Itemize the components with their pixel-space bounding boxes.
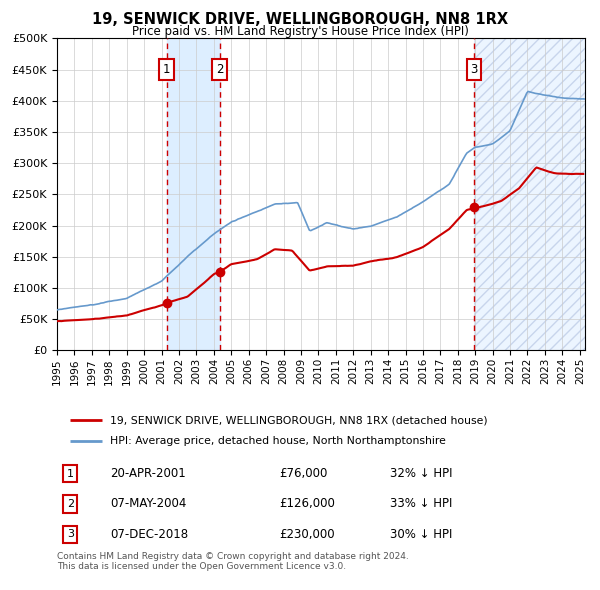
Text: £230,000: £230,000 <box>279 527 334 540</box>
Text: 07-DEC-2018: 07-DEC-2018 <box>110 527 188 540</box>
Bar <box>167 38 220 350</box>
Text: £76,000: £76,000 <box>279 467 327 480</box>
Text: HPI: Average price, detached house, North Northamptonshire: HPI: Average price, detached house, Nort… <box>110 435 446 445</box>
Text: 1: 1 <box>163 63 170 76</box>
Text: 07-MAY-2004: 07-MAY-2004 <box>110 497 186 510</box>
Text: 19, SENWICK DRIVE, WELLINGBOROUGH, NN8 1RX: 19, SENWICK DRIVE, WELLINGBOROUGH, NN8 1… <box>92 12 508 27</box>
Text: 2: 2 <box>216 63 224 76</box>
Text: 30% ↓ HPI: 30% ↓ HPI <box>389 527 452 540</box>
Text: 3: 3 <box>470 63 478 76</box>
Text: 1: 1 <box>67 469 74 478</box>
Text: 3: 3 <box>67 529 74 539</box>
Text: 20-APR-2001: 20-APR-2001 <box>110 467 185 480</box>
Text: 2: 2 <box>67 499 74 509</box>
Text: 32% ↓ HPI: 32% ↓ HPI <box>389 467 452 480</box>
Text: 19, SENWICK DRIVE, WELLINGBOROUGH, NN8 1RX (detached house): 19, SENWICK DRIVE, WELLINGBOROUGH, NN8 1… <box>110 415 487 425</box>
Bar <box>474 38 585 350</box>
Text: Contains HM Land Registry data © Crown copyright and database right 2024.
This d: Contains HM Land Registry data © Crown c… <box>57 552 409 571</box>
Text: Price paid vs. HM Land Registry's House Price Index (HPI): Price paid vs. HM Land Registry's House … <box>131 25 469 38</box>
Text: £126,000: £126,000 <box>279 497 335 510</box>
Text: 33% ↓ HPI: 33% ↓ HPI <box>389 497 452 510</box>
